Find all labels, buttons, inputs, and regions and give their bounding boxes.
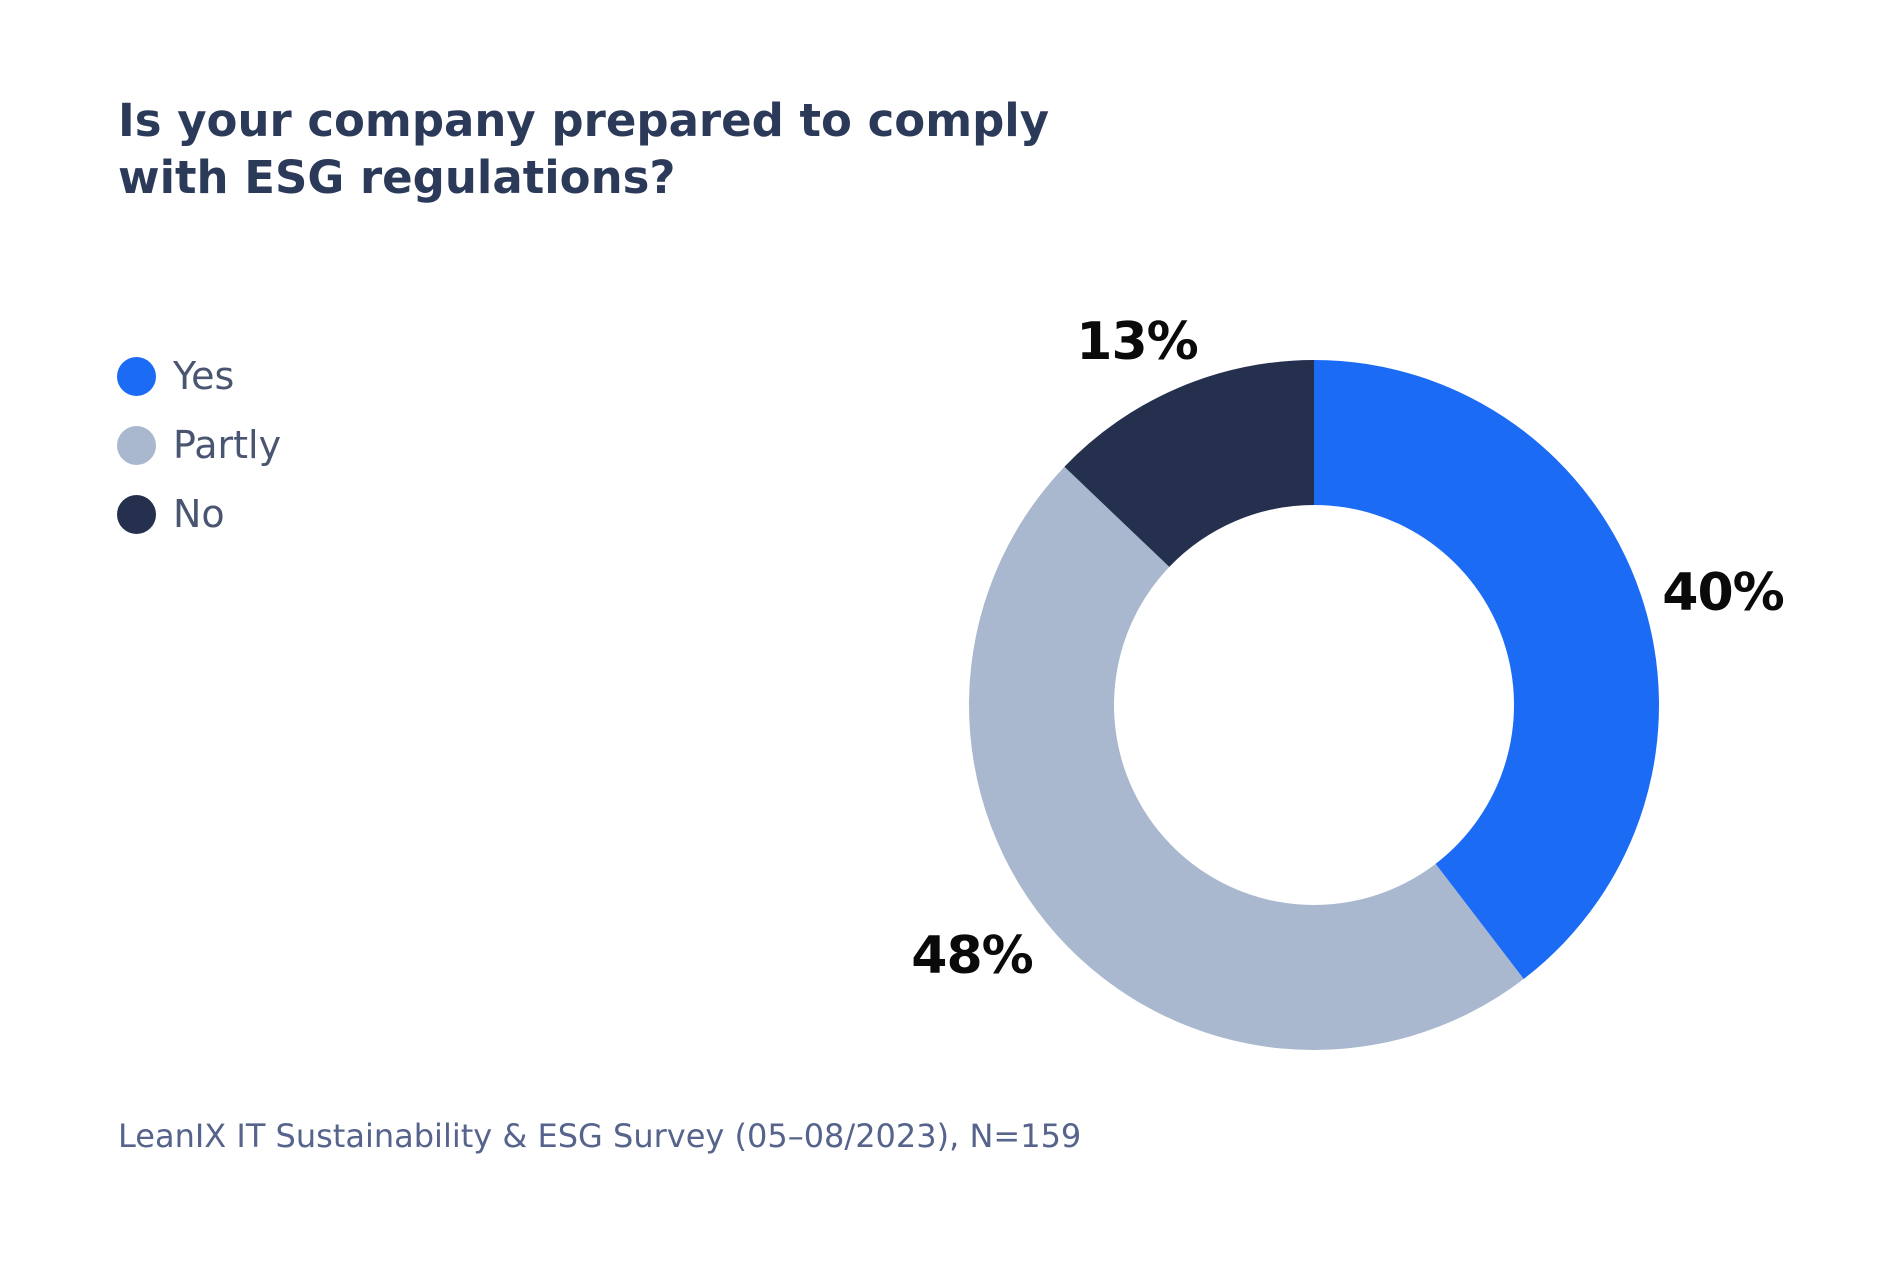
legend-swatch-yes <box>117 356 156 396</box>
donut-slice-no <box>1064 360 1314 567</box>
legend-swatch-partly <box>117 425 156 465</box>
legend-swatch-no <box>117 494 156 534</box>
legend-label-partly: Partly <box>173 423 282 467</box>
legend-item-partly: Partly <box>117 423 282 467</box>
legend-item-no: No <box>117 492 281 536</box>
legend-item-yes: Yes <box>117 354 281 398</box>
percent-label-no: 13% <box>1076 312 1198 372</box>
legend-label-no: No <box>173 492 225 536</box>
legend-label-yes: Yes <box>173 354 235 398</box>
percent-label-yes: 40% <box>1662 563 1784 623</box>
donut-svg <box>968 360 1660 1051</box>
percent-label-partly: 48% <box>911 926 1033 986</box>
donut-slice-yes <box>1314 360 1660 979</box>
donut-slice-partly <box>968 466 1524 1051</box>
chart-title: Is your company prepared to comply with … <box>118 94 1050 205</box>
legend: Yes Partly No <box>117 354 282 536</box>
source-caption: LeanIX IT Sustainability & ESG Survey (0… <box>118 1117 1082 1155</box>
